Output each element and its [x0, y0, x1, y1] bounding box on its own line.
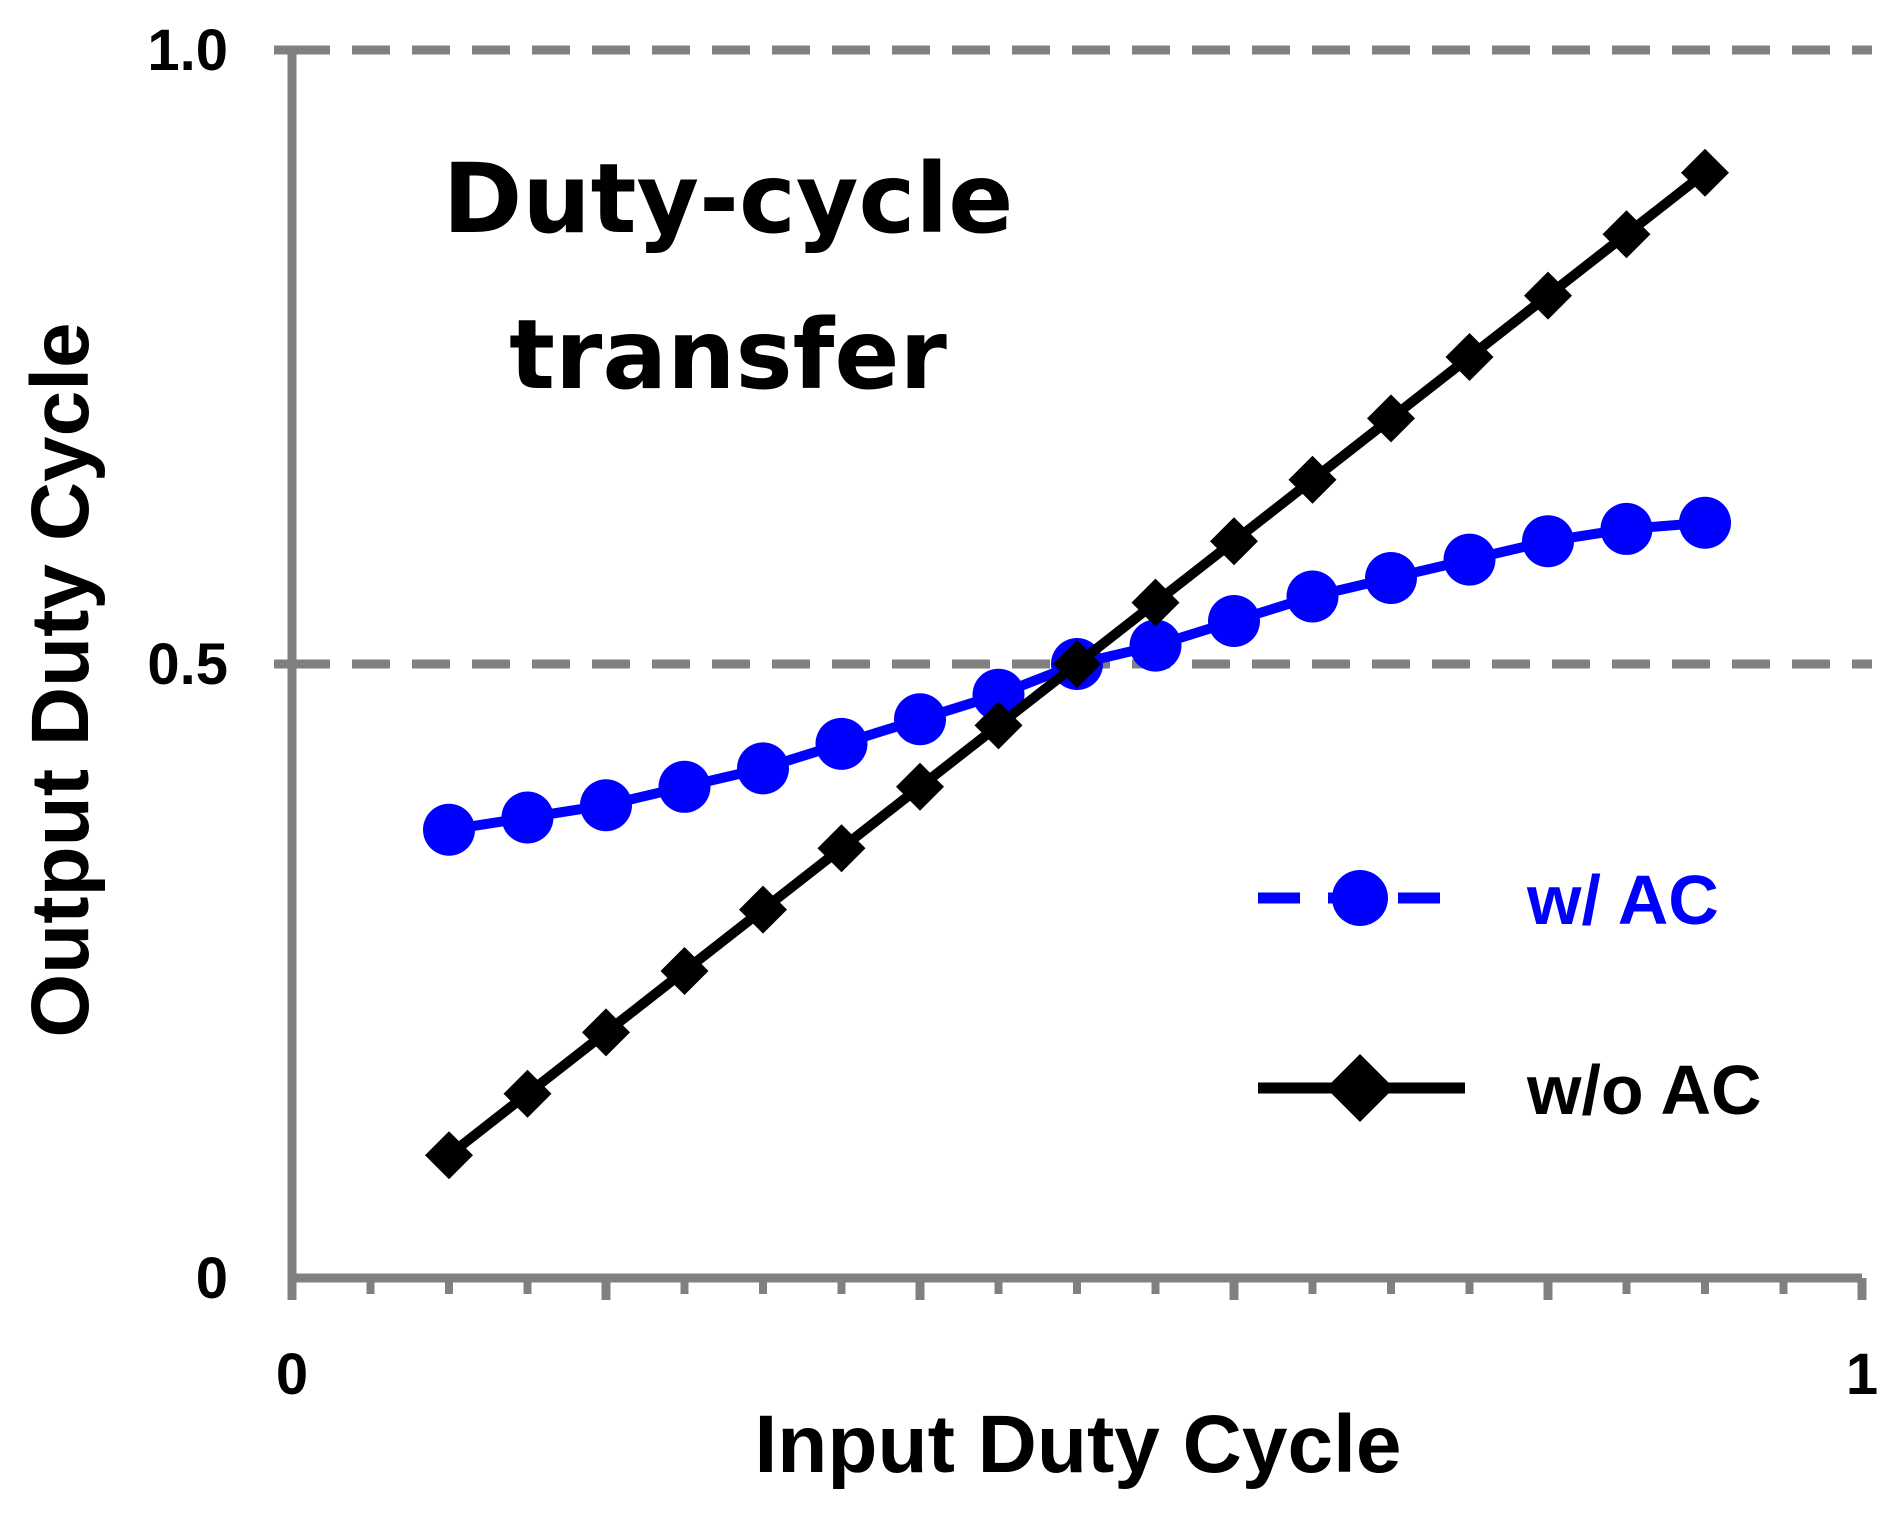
legend: w/ AC w/o AC	[1258, 861, 1762, 1129]
data-point-s0-3	[658, 760, 711, 813]
data-point-s1-12	[1367, 394, 1415, 443]
data-point-s0-12	[1365, 552, 1417, 605]
legend-label-w-o-ac: w/o AC	[1526, 1051, 1762, 1129]
data-point-s1-8	[1053, 640, 1101, 688]
y-axis-title: Output Duty Cycle	[15, 322, 106, 1037]
x-axis-title: Input Duty Cycle	[755, 1399, 1402, 1490]
series-1	[425, 148, 1729, 1180]
legend-swatch-marker-w-o-ac	[1326, 1054, 1394, 1122]
data-point-s1-16	[1681, 148, 1729, 197]
data-point-s0-5	[815, 717, 868, 770]
data-point-s1-14	[1524, 271, 1572, 320]
legend-swatch-marker-w-ac	[1332, 870, 1388, 926]
data-point-s1-6	[896, 762, 944, 811]
y-tick-labels: 0 0.5 1.0	[147, 18, 228, 1311]
data-point-s0-15	[1600, 502, 1653, 555]
data-point-s0-9	[1129, 619, 1182, 672]
data-point-s1-2	[582, 1008, 630, 1057]
data-point-s1-7	[974, 701, 1023, 750]
data-point-s1-1	[503, 1069, 552, 1118]
chart-title-line-1: Duty-cycle	[443, 143, 1014, 255]
data-point-s1-11	[1288, 455, 1337, 504]
data-point-s1-5	[817, 824, 866, 873]
x-axis-ticks	[287, 1278, 1867, 1300]
x-tick-label-0: 0	[276, 1342, 308, 1407]
data-point-s0-0	[423, 803, 475, 856]
data-point-s0-4	[737, 742, 789, 795]
y-tick-label-1: 0.5	[147, 632, 228, 697]
x-tick-label-1: 1	[1846, 1342, 1878, 1407]
data-point-s0-11	[1286, 570, 1339, 623]
series	[423, 148, 1731, 1180]
data-point-s0-14	[1522, 515, 1574, 568]
data-point-s1-13	[1445, 333, 1494, 381]
chart-title-line-2: transfer	[509, 299, 947, 411]
data-point-s1-4	[739, 885, 787, 934]
legend-entry-w-ac: w/ AC	[1258, 861, 1719, 939]
data-point-s1-0	[425, 1131, 473, 1180]
data-point-s0-1	[501, 791, 554, 844]
data-point-s0-10	[1208, 595, 1260, 648]
data-point-s0-16	[1679, 496, 1731, 549]
data-point-s1-3	[660, 947, 709, 995]
data-point-s0-2	[580, 779, 632, 832]
legend-label-w-ac: w/ AC	[1526, 861, 1719, 939]
y-tick-label-2: 1.0	[147, 18, 228, 83]
data-point-s0-13	[1443, 533, 1496, 586]
data-point-s1-10	[1210, 517, 1258, 566]
y-tick-label-0: 0	[196, 1246, 228, 1311]
data-point-s0-6	[894, 693, 946, 746]
legend-entry-w-o-ac: w/o AC	[1258, 1051, 1762, 1129]
data-point-s1-9	[1131, 578, 1180, 627]
data-point-s1-15	[1602, 210, 1651, 259]
data-point-s0-7	[972, 668, 1025, 721]
